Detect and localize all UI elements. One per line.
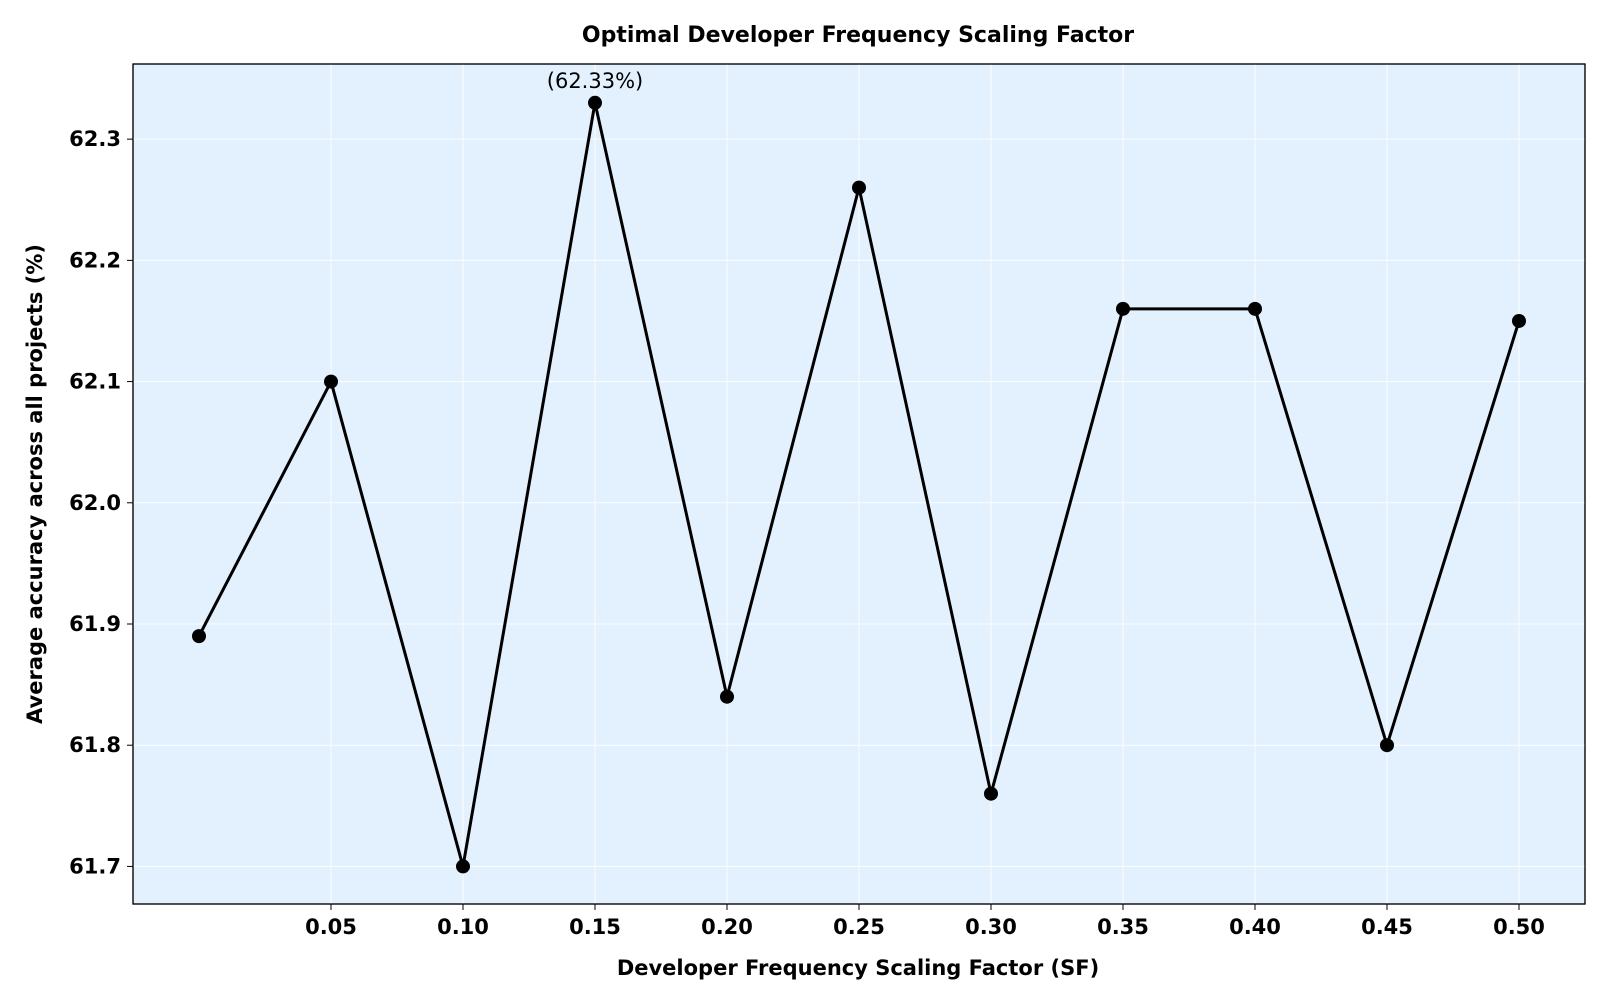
x-tick-label: 0.40 [1229, 915, 1281, 939]
x-tick-label: 0.05 [305, 915, 357, 939]
y-tick-label: 61.8 [69, 733, 121, 757]
x-tick-label: 0.30 [965, 915, 1017, 939]
x-tick-label: 0.10 [437, 915, 489, 939]
y-tick-label: 62.0 [69, 491, 121, 515]
peak-value-annotation: (62.33%) [547, 69, 643, 93]
y-tick-label: 62.3 [69, 127, 121, 151]
chart-title: Optimal Developer Frequency Scaling Fact… [582, 23, 1134, 48]
data-point [1512, 313, 1526, 328]
y-tick-label: 62.2 [69, 248, 121, 272]
annotation-layer: (62.33%) [547, 69, 643, 93]
y-axis-label: Average accuracy across all projects (%) [23, 244, 47, 724]
data-point [984, 786, 998, 801]
data-point [1116, 301, 1130, 316]
x-tick-label: 0.25 [833, 915, 885, 939]
data-point [588, 95, 602, 110]
data-point [192, 629, 206, 644]
data-point [1380, 738, 1394, 753]
data-point [720, 689, 734, 704]
x-tick-label: 0.45 [1361, 915, 1413, 939]
x-tick-label: 0.35 [1097, 915, 1149, 939]
x-tick-label: 0.20 [701, 915, 753, 939]
y-tick-label: 61.9 [69, 612, 121, 636]
ticks-layer: 0.05 0.10 0.15 0.20 0.25 0.30 0.35 0.40 0.45 0.50… [69, 127, 1545, 939]
x-tick-label: 0.50 [1493, 915, 1545, 939]
x-axis-label: Developer Frequency Scaling Factor (SF) [617, 956, 1099, 980]
x-tick-label: 0.15 [569, 915, 621, 939]
data-point [852, 180, 866, 195]
data-point [324, 374, 338, 389]
y-tick-label: 62.1 [69, 370, 121, 394]
grid-layer [133, 64, 1585, 904]
data-point [1248, 301, 1262, 316]
data-point [456, 859, 470, 874]
y-tick-label: 61.7 [69, 854, 121, 878]
series-layer [192, 95, 1526, 874]
plot-frame [132, 63, 1586, 905]
